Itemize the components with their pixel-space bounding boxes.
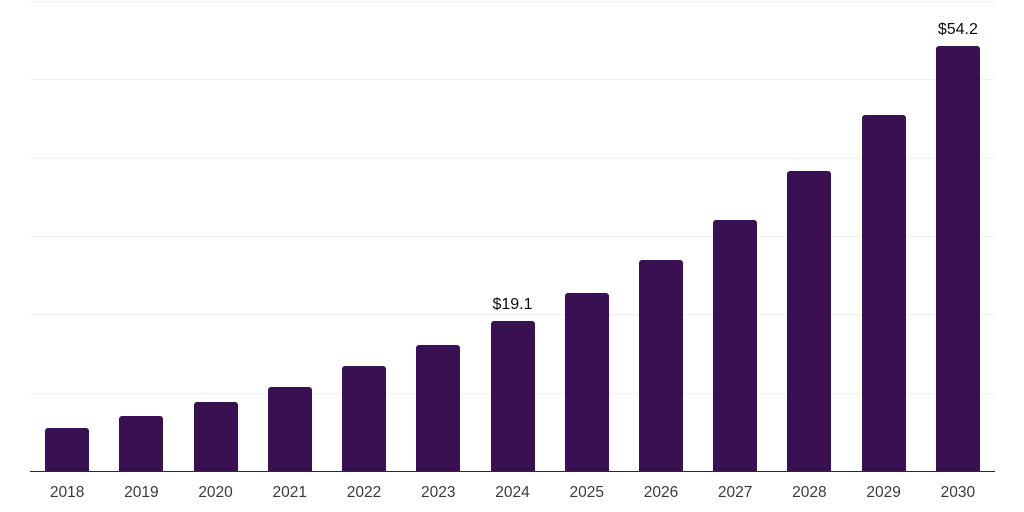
bar-2020 [193, 402, 238, 471]
tick-label-2021: 2021 [272, 484, 308, 501]
bar-2023 [416, 344, 461, 471]
bar-2028 [787, 170, 832, 471]
tick-label-2022: 2022 [346, 484, 382, 501]
gridline-20 [30, 314, 995, 316]
bar-2025 [564, 293, 609, 471]
tick-label-2018: 2018 [49, 484, 85, 501]
tick-label-2030: 2030 [940, 484, 976, 501]
bar-2024 [490, 321, 535, 471]
tick-label-2028: 2028 [792, 484, 827, 501]
gridline-50 [30, 79, 995, 81]
bar-2019 [119, 416, 164, 471]
bar-2022 [342, 366, 387, 471]
tick-label-2019: 2019 [124, 484, 159, 501]
gridline-30 [30, 236, 995, 237]
bar-2021 [267, 387, 312, 471]
gridline-60 [30, 1, 995, 2]
value-label-2030: $54.2 [937, 21, 978, 39]
gridline-40 [30, 157, 995, 159]
value-label-2024: $19.1 [492, 296, 533, 314]
tick-label-2029: 2029 [866, 484, 901, 501]
x-axis-line [30, 470, 995, 472]
tick-label-2023: 2023 [421, 484, 456, 501]
bar-2029 [861, 114, 906, 471]
tick-label-2027: 2027 [717, 484, 753, 501]
tick-label-2026: 2026 [643, 484, 679, 501]
bar-2027 [713, 219, 758, 471]
bar-2026 [638, 259, 683, 471]
tick-label-2025: 2025 [569, 484, 604, 501]
bar-2018 [45, 427, 90, 471]
tick-label-2020: 2020 [198, 484, 233, 501]
bar-2030 [935, 46, 980, 471]
plot-area: $19.1 $54.2 [30, 1, 995, 472]
tick-label-2024: 2024 [495, 484, 530, 501]
